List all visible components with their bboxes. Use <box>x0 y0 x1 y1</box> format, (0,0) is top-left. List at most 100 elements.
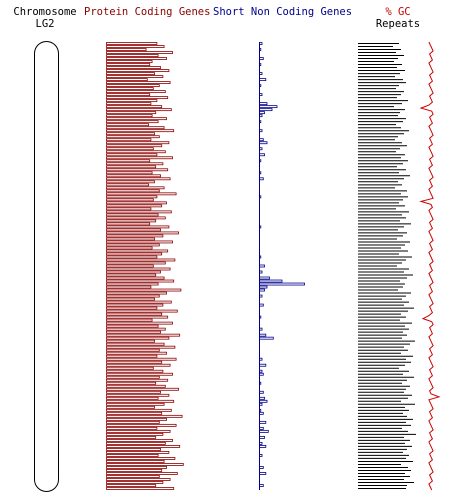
protein-coding-bar <box>106 120 159 124</box>
protein-coding-bar <box>106 171 153 175</box>
protein-coding-bar <box>106 249 169 253</box>
short-non-coding-bar <box>259 484 264 487</box>
protein-coding-bar <box>106 285 152 289</box>
protein-coding-bar <box>106 457 176 460</box>
short-non-coding-bar <box>259 288 265 292</box>
protein-coding-bar <box>106 159 151 163</box>
protein-coding-bar <box>106 405 155 409</box>
protein-coding-bar <box>106 195 158 199</box>
protein-coding-bar <box>106 207 152 211</box>
protein-coding-bar <box>106 454 159 457</box>
protein-coding-bar <box>106 390 161 394</box>
protein-coding-bar <box>106 384 166 388</box>
gc-track <box>419 41 441 491</box>
protein-coding-bar <box>106 72 155 75</box>
chromosome-body[interactable] <box>34 41 59 492</box>
short-non-coding-bar <box>259 264 265 268</box>
short-non-coding-bar <box>259 454 263 457</box>
protein-coding-bar <box>106 42 158 45</box>
short-non-coding-bar <box>259 472 267 475</box>
gc-line <box>419 41 441 491</box>
protein-coding-bar <box>106 487 175 490</box>
short-non-coding-bar <box>259 315 262 319</box>
protein-coding-bar <box>106 396 159 400</box>
protein-coding-bar <box>106 162 164 166</box>
protein-coding-bar <box>106 369 164 373</box>
protein-coding-bar <box>106 123 149 127</box>
short-non-coding-bar <box>259 57 264 60</box>
protein-coding-bar <box>106 273 157 277</box>
protein-coding-bar <box>106 108 172 112</box>
protein-coding-bar <box>106 420 160 424</box>
protein-coding-bar <box>106 402 165 406</box>
protein-coding-bar <box>106 243 160 247</box>
protein-coding-bar <box>106 90 166 94</box>
protein-coding-bar <box>106 231 179 235</box>
short-non-coding-bar <box>259 63 262 66</box>
protein-coding-bar <box>106 469 163 472</box>
protein-coding-bar <box>106 63 151 66</box>
protein-coding-bar <box>106 93 151 97</box>
protein-coding-bar <box>106 288 182 292</box>
short-non-coding-bar <box>259 402 263 406</box>
protein-coding-bar <box>106 192 177 196</box>
protein-coding-bar <box>106 246 153 250</box>
protein-coding-bar <box>106 48 147 51</box>
protein-coding-bar <box>106 336 170 340</box>
short-non-coding-bar <box>259 303 264 307</box>
short-non-coding-bar <box>259 390 264 394</box>
short-non-coding-bar <box>259 372 264 376</box>
repeats-track <box>358 43 416 489</box>
protein-coding-bar <box>106 291 167 295</box>
protein-coding-bar <box>106 451 170 454</box>
protein-coding-bar <box>106 279 175 283</box>
protein-coding-bar <box>106 216 166 220</box>
protein-coding-bar <box>106 475 160 478</box>
protein-coding-bar <box>106 484 157 487</box>
protein-coding-bar <box>106 438 173 442</box>
short-non-coding-bar <box>259 42 263 45</box>
protein-coding-bar <box>106 375 160 379</box>
protein-coding-bar <box>106 411 163 415</box>
protein-coding-bar <box>106 75 164 78</box>
short-non-coding-bar <box>259 111 265 115</box>
protein-coding-bar <box>106 189 160 193</box>
protein-coding-bar <box>106 378 169 382</box>
protein-coding-bar <box>106 444 181 448</box>
protein-coding-bar <box>106 354 158 358</box>
protein-coding-bar <box>106 78 148 81</box>
short-non-coding-bar <box>259 120 262 124</box>
short-non-coding-bar <box>259 276 270 280</box>
protein-coding-bar <box>106 466 167 469</box>
protein-coding-bar <box>106 168 169 172</box>
short-non-coding-bar <box>259 138 264 142</box>
protein-coding-bar <box>106 261 166 265</box>
short-non-coding-bar <box>259 141 268 145</box>
protein-coding-bar <box>106 117 167 121</box>
protein-coding-bar <box>106 294 160 298</box>
protein-coding-bar <box>106 177 171 181</box>
protein-coding-bar <box>106 147 154 151</box>
protein-coding-bar <box>106 267 171 271</box>
short-non-coding-bar <box>259 327 263 331</box>
short-non-coding-bar <box>259 411 264 415</box>
protein-coding-track <box>106 42 184 490</box>
short-non-coding-bar <box>259 171 262 175</box>
short-non-coding-bar <box>259 399 268 403</box>
protein-coding-bar <box>106 105 163 109</box>
protein-coding-bar <box>106 478 171 481</box>
short-non-coding-bar <box>259 294 263 298</box>
protein-coding-bar <box>106 132 155 136</box>
protein-coding-bar <box>106 342 165 346</box>
protein-coding-bar <box>106 237 155 241</box>
protein-coding-bar <box>106 144 163 148</box>
protein-coding-bar <box>106 141 170 145</box>
protein-coding-bar <box>106 81 171 84</box>
short-non-coding-bar <box>259 177 264 181</box>
protein-coding-bar <box>106 84 160 87</box>
protein-coding-bar <box>106 66 161 69</box>
protein-coding-bar <box>106 180 155 184</box>
gc-label: % GC <box>385 6 411 18</box>
short-non-coding-header: Short Non Coding Genes <box>213 6 353 18</box>
protein-coding-bar <box>106 324 159 328</box>
